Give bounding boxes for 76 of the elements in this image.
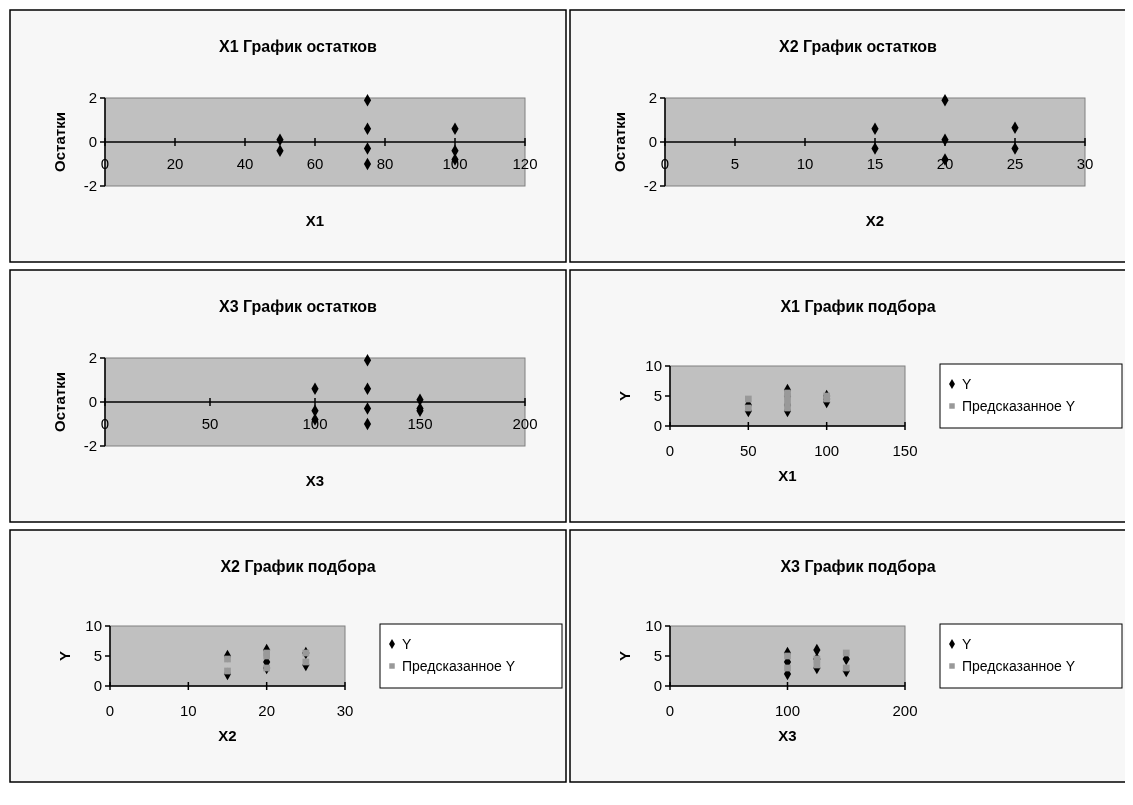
y-tick-label: 10 xyxy=(645,357,662,375)
x-tick-label: 0 xyxy=(665,702,675,719)
y-tick-label: 5 xyxy=(653,387,662,405)
x-axis-title: X3 xyxy=(305,472,325,489)
x-tick-label: 20 xyxy=(258,702,276,719)
y-tick-label: -2 xyxy=(83,177,97,195)
x-tick-label: 40 xyxy=(236,155,254,172)
x-tick-label: 30 xyxy=(1076,155,1094,172)
legend-label: Y xyxy=(962,636,972,652)
x-tick-label: 100 xyxy=(814,442,840,459)
y-tick-label: 2 xyxy=(88,349,97,367)
x-axis-title: X1 xyxy=(778,467,797,484)
point xyxy=(744,404,752,412)
point xyxy=(842,649,850,657)
y-tick-label: 2 xyxy=(88,89,97,107)
y-axis-title: Y xyxy=(616,650,633,662)
x-tick-label: 150 xyxy=(407,415,433,432)
x-axis-title: X1 xyxy=(305,212,325,229)
x-tick-label: 0 xyxy=(105,702,115,719)
y-tick-label: -2 xyxy=(83,437,97,455)
legend-label: Y xyxy=(962,376,972,392)
legend-label: Предсказанное Y xyxy=(962,398,1076,414)
x-tick-label: 25 xyxy=(1006,155,1024,172)
x-tick-label: 80 xyxy=(376,155,394,172)
x-tick-label: 10 xyxy=(179,702,197,719)
y-tick-label: 5 xyxy=(93,647,102,665)
y-tick-label: 10 xyxy=(645,617,662,635)
x-tick-label: 150 xyxy=(892,442,918,459)
legend-label: Предсказанное Y xyxy=(402,658,516,674)
x-tick-label: 50 xyxy=(201,415,219,432)
x-tick-label: 0 xyxy=(665,442,675,459)
y-axis-title: Y xyxy=(616,390,633,402)
y-tick-label: 0 xyxy=(88,393,97,411)
point xyxy=(302,658,310,666)
x-tick-label: 200 xyxy=(512,415,538,432)
chart-title: X2 График подбора xyxy=(220,558,376,575)
x-tick-label: 15 xyxy=(866,155,884,172)
point xyxy=(784,398,791,406)
x-tick-label: 200 xyxy=(892,702,918,719)
y-tick-label: -2 xyxy=(643,177,657,195)
y-tick-label: 10 xyxy=(85,617,102,635)
x-axis-title: X3 xyxy=(778,727,797,744)
x-tick-label: 60 xyxy=(306,155,324,172)
chart-title: X1 График остатков xyxy=(219,38,378,55)
y-tick-label: 0 xyxy=(93,677,102,695)
y-tick-label: 0 xyxy=(653,677,662,695)
x-axis-title: X2 xyxy=(865,212,885,229)
x-tick-label: 100 xyxy=(774,702,801,719)
point xyxy=(224,667,231,675)
y-axis-title: Y xyxy=(56,650,73,662)
y-tick-label: 0 xyxy=(648,133,657,151)
point xyxy=(842,664,850,672)
point xyxy=(784,652,791,660)
chart-title: X3 График остатков xyxy=(219,298,378,315)
y-tick-label: 2 xyxy=(648,89,657,107)
point xyxy=(784,404,791,412)
y-tick-label: 5 xyxy=(653,647,662,665)
chart-title: X1 График подбора xyxy=(780,298,936,315)
chart-title: X3 График подбора xyxy=(780,558,936,575)
x-axis-title: X2 xyxy=(218,727,237,744)
point xyxy=(784,664,791,672)
chart-title: X2 График остатков xyxy=(779,38,938,55)
x-tick-label: 20 xyxy=(166,155,184,172)
point xyxy=(224,655,231,663)
y-tick-label: 0 xyxy=(88,133,97,151)
legend-label: Предсказанное Y xyxy=(962,658,1076,674)
x-tick-label: 50 xyxy=(739,442,757,459)
x-tick-label: 5 xyxy=(730,155,740,172)
x-tick-label: 120 xyxy=(512,155,538,172)
x-tick-label: 10 xyxy=(796,155,814,172)
legend-label: Y xyxy=(402,636,412,652)
y-axis-title: Остатки xyxy=(611,112,628,172)
y-axis-title: Остатки xyxy=(51,372,68,432)
point xyxy=(744,395,752,403)
y-axis-title: Остатки xyxy=(51,112,68,172)
x-tick-label: 30 xyxy=(336,702,354,719)
